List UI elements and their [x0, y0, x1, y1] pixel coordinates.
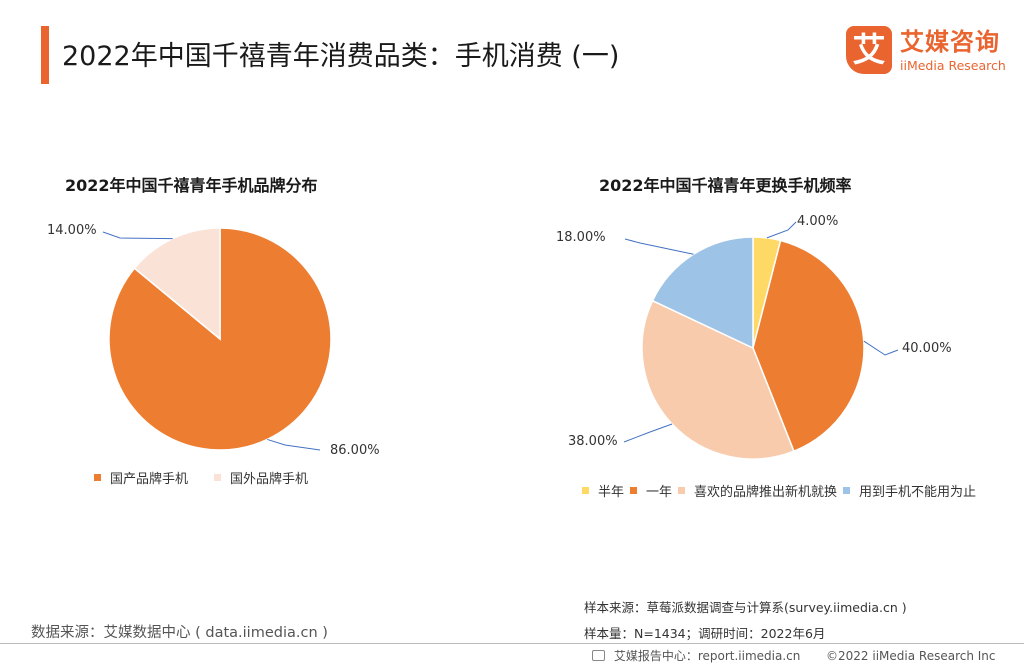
- legend-item-until-broken: 用到手机不能用为止: [843, 481, 976, 500]
- legend-item-half-year: 半年: [582, 481, 624, 500]
- legend-swatch-new-model: [678, 487, 686, 494]
- copyright-text: ©2022 iiMedia Research Inc: [826, 649, 996, 663]
- pie2-leader-new-model: [623, 423, 673, 443]
- frequency-chart-legend: 半年 一年 喜欢的品牌推出新机就换 用到手机不能用为止: [582, 481, 982, 500]
- legend-label-half-year: 半年: [598, 485, 625, 500]
- legend-swatch-until-broken: [843, 487, 851, 494]
- legend-swatch-one-year: [630, 487, 638, 494]
- pie2-leader-one-year: [863, 340, 899, 356]
- pie1-leader-domestic: [267, 438, 321, 451]
- legend-item-new-model: 喜欢的品牌推出新机就换: [678, 481, 837, 500]
- logo-name-en: iiMedia Research: [900, 58, 1006, 73]
- pie2-slice-new-model: [641, 299, 795, 460]
- legend-swatch-domestic: [94, 474, 101, 481]
- legend-label-foreign: 国外品牌手机: [230, 472, 309, 487]
- legend-label-until-broken: 用到手机不能用为止: [859, 485, 977, 500]
- legend-item-one-year: 一年: [630, 481, 672, 500]
- sample-source-text: 样本来源：草莓派数据调查与计算系(survey.iimedia.cn ): [584, 600, 907, 615]
- legend-label-domestic: 国产品牌手机: [110, 472, 189, 487]
- logo-name-cn: 艾媒咨询: [900, 28, 1000, 56]
- legend-item-domestic: 国产品牌手机: [94, 468, 188, 487]
- footer-bar: 艾媒报告中心：report.iimedia.cn ©2022 iiMedia R…: [592, 647, 996, 664]
- legend-item-foreign: 国外品牌手机: [214, 468, 308, 487]
- brand-chart-legend: 国产品牌手机 国外品牌手机: [94, 468, 334, 487]
- report-center-icon: [592, 650, 605, 661]
- pie2-slice-until-broken: [651, 236, 754, 350]
- pie2-data-label-new-model: 38.00%: [568, 434, 618, 449]
- pie1-data-label-domestic: 86.00%: [330, 443, 380, 458]
- title-accent-bar: [41, 26, 49, 84]
- frequency-chart-title: 2022年中国千禧青年更换手机频率: [599, 176, 852, 195]
- brand-chart-title: 2022年中国千禧青年手机品牌分布: [65, 176, 318, 195]
- page-title: 2022年中国千禧青年消费品类：手机消费 (一): [62, 41, 620, 72]
- legend-swatch-half-year: [582, 487, 589, 494]
- pie2-data-label-one-year: 40.00%: [902, 341, 952, 356]
- pie2-leader-half-year: [766, 221, 797, 239]
- pie2-data-label-until-broken: 18.00%: [556, 230, 606, 245]
- iimedia-logo[interactable]: 艾 艾媒咨询 iiMedia Research: [846, 26, 1006, 82]
- legend-swatch-foreign: [214, 474, 222, 481]
- sample-size-text: 样本量：N=1434；调研时间：2022年6月: [584, 626, 826, 641]
- logo-mark-icon: 艾: [846, 26, 892, 74]
- legend-label-one-year: 一年: [646, 485, 673, 500]
- pie1-leader-foreign: [102, 231, 173, 240]
- pie2-data-label-half-year: 4.00%: [797, 214, 838, 229]
- pie1-data-label-foreign: 14.00%: [47, 223, 97, 238]
- data-source-text: 数据来源：艾媒数据中心 ( data.iimedia.cn ): [31, 625, 328, 641]
- footer-divider: [0, 643, 1024, 644]
- pie2-leader-until-broken: [624, 238, 694, 255]
- report-site-link[interactable]: 艾媒报告中心：report.iimedia.cn: [613, 649, 801, 663]
- legend-label-new-model: 喜欢的品牌推出新机就换: [694, 485, 838, 500]
